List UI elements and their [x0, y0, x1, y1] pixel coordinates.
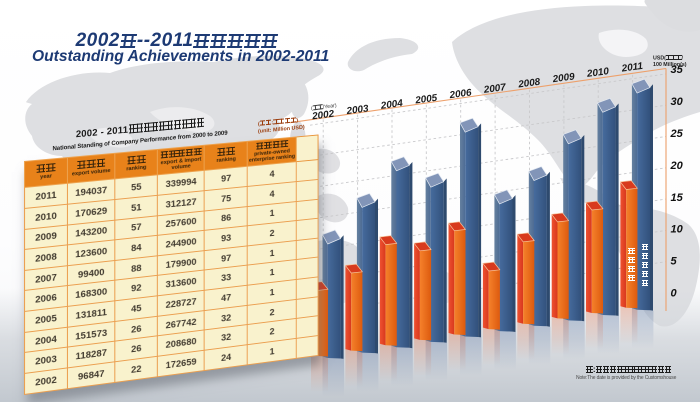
svg-text:2002: 2002 [311, 109, 336, 123]
svg-text:5: 5 [671, 256, 678, 268]
svg-text:2004: 2004 [379, 98, 404, 112]
svg-text:25: 25 [670, 128, 684, 140]
svg-text:2011: 2011 [620, 61, 643, 75]
svg-text:2009: 2009 [551, 71, 576, 85]
svg-text:2007: 2007 [482, 82, 507, 96]
svg-text:20: 20 [670, 160, 684, 172]
svg-text:10: 10 [671, 224, 684, 236]
svg-text:15: 15 [671, 192, 684, 204]
svg-text:30: 30 [671, 96, 684, 108]
svg-text:2006: 2006 [448, 87, 473, 101]
svg-text:0: 0 [671, 288, 678, 300]
svg-text:2003: 2003 [345, 103, 370, 117]
svg-text:2008: 2008 [517, 77, 542, 91]
svg-text:35: 35 [671, 64, 684, 76]
svg-text:2010: 2010 [585, 66, 610, 80]
svg-text:2005: 2005 [414, 93, 439, 107]
